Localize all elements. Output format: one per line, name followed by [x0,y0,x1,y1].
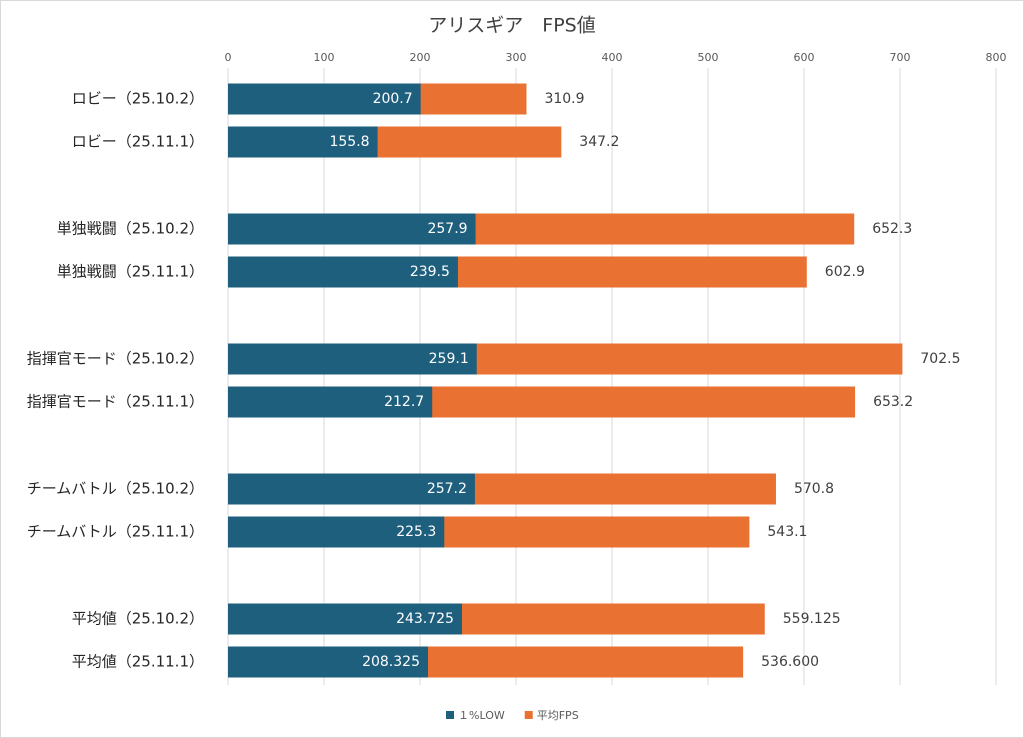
data-label: 155.8 [329,134,369,150]
x-tick-label: 200 [410,51,431,64]
bar [228,386,433,418]
bar [228,126,378,158]
x-tick-label: 100 [314,51,335,64]
y-tick-label: 指揮官モード（25.11.1） [27,393,204,411]
data-label: 602.9 [825,264,865,280]
x-tick-label: 400 [602,51,623,64]
data-label: 200.7 [373,91,413,107]
data-label: 310.9 [544,91,584,107]
data-label: 702.5 [920,351,960,367]
x-tick-label: 0 [225,51,232,64]
y-tick-label: 単独戦闘（25.11.1） [57,263,204,281]
bar [228,603,462,635]
data-label: 239.5 [410,264,450,280]
data-label: 212.7 [384,394,424,410]
data-label: 208.325 [362,654,420,670]
data-label: 652.3 [872,221,912,237]
x-tick-label: 500 [698,51,719,64]
y-tick-label: 指揮官モード（25.10.2） [27,350,204,368]
data-label: 543.1 [767,524,807,540]
data-label: 559.125 [783,611,841,627]
bar [228,213,476,245]
data-label: 257.9 [427,221,467,237]
y-tick-label: 単独戦闘（25.10.2） [57,220,204,238]
y-tick-label: 平均値（25.11.1） [72,653,204,671]
data-label: 225.3 [396,524,436,540]
bar [228,516,445,548]
legend-swatch [524,711,533,719]
data-label: 243.725 [396,611,454,627]
data-label: 259.1 [429,351,469,367]
x-tick-label: 800 [986,51,1007,64]
bar [228,473,475,505]
x-tick-label: 700 [890,51,911,64]
y-tick-label: ロビー（25.10.2） [72,90,204,108]
legend-swatch [446,711,454,719]
data-label: 536.600 [761,654,819,670]
data-label: 570.8 [794,481,834,497]
y-tick-label: ロビー（25.11.1） [72,133,204,151]
bar [228,256,458,288]
bar [228,646,428,678]
chart-title: アリスギア FPS値 [428,15,595,37]
y-tick-label: チームバトル（25.11.1） [27,523,204,541]
x-tick-label: 300 [506,51,527,64]
legend-label: 平均FPS [537,709,579,722]
bar [228,83,421,115]
data-label: 653.2 [873,394,913,410]
data-label: 347.2 [579,134,619,150]
bar [228,343,477,375]
x-tick-label: 600 [794,51,815,64]
legend-label: １%LOW [458,709,505,722]
data-label: 257.2 [427,481,467,497]
y-tick-label: 平均値（25.10.2） [72,610,204,628]
y-tick-label: チームバトル（25.10.2） [27,480,204,498]
